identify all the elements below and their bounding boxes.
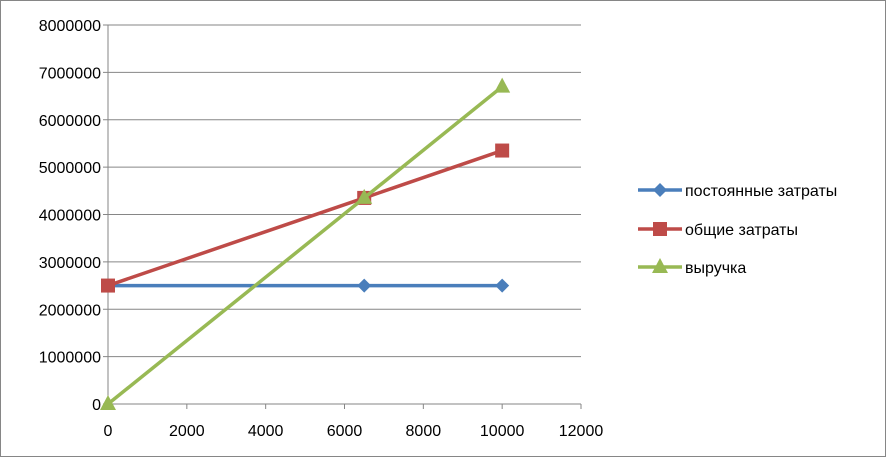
legend: постоянные затраты общие затраты выручка: [638, 183, 837, 277]
series-1: [101, 278, 510, 293]
x-tick-label: 6000: [327, 423, 363, 440]
legend-item: постоянные затраты: [638, 183, 837, 200]
data-point-marker: [495, 278, 510, 293]
x-tick-label: 12000: [559, 423, 604, 440]
data-point-marker: [101, 278, 115, 293]
legend-marker: [652, 258, 668, 273]
gridlines: [108, 24, 581, 358]
data-point-marker: [356, 188, 373, 204]
data-point-marker: [494, 77, 511, 93]
y-tick-label: 6000000: [39, 113, 101, 130]
series-2: [101, 143, 510, 293]
x-tick-label: 0: [104, 423, 113, 440]
legend-label: общие затраты: [685, 222, 798, 239]
x-tick-label: 10000: [480, 423, 525, 440]
y-tick-label: 8000000: [39, 18, 101, 35]
y-tick-label: 1000000: [39, 350, 101, 367]
data-point-marker: [357, 278, 372, 293]
legend-marker: [653, 222, 667, 236]
x-tick-label: 4000: [248, 423, 284, 440]
legend-item: выручка: [638, 258, 746, 277]
axes: 0 1000000 2000000 3000000 4000000 5000000 6000…: [39, 18, 604, 440]
series: [100, 77, 511, 410]
y-tick-label: 0: [92, 397, 101, 414]
legend-item: общие затраты: [638, 222, 798, 239]
y-tick-label: 2000000: [39, 302, 101, 319]
x-tick-label: 8000: [406, 423, 442, 440]
legend-label: выручка: [685, 260, 746, 277]
series-line: [107, 148, 503, 288]
legend-label: постоянные затраты: [685, 183, 837, 200]
y-tick-label: 4000000: [39, 208, 101, 225]
y-tick-label: 7000000: [39, 65, 101, 82]
legend-marker: [653, 183, 667, 197]
data-point-marker: [100, 395, 116, 410]
y-tick-label: 5000000: [39, 160, 101, 177]
data-point-marker: [495, 143, 510, 158]
y-tick-label: 3000000: [39, 255, 101, 272]
series-3: [100, 77, 511, 410]
x-tick-label: 2000: [169, 423, 205, 440]
